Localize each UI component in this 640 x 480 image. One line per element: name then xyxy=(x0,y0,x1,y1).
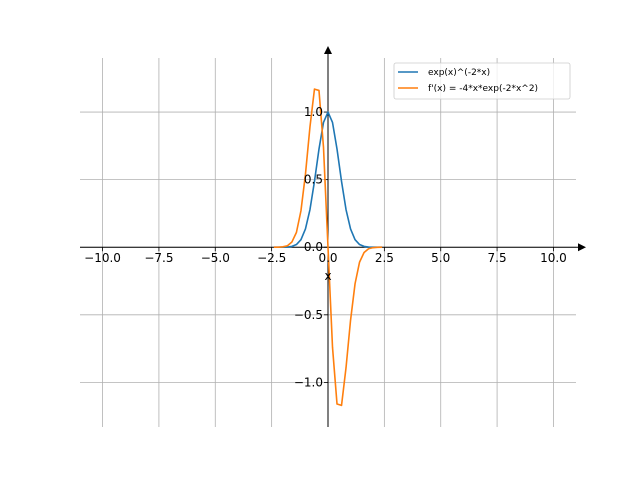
x-tick-label: 7.5 xyxy=(488,251,507,265)
x-tick-label: 2.5 xyxy=(375,251,394,265)
x-axis-arrow xyxy=(578,243,586,252)
series-line xyxy=(273,111,383,249)
legend-label: exp(x)^(-2*x) xyxy=(428,68,490,78)
legend-label: f'(x) = -4*x*exp(-2*x^2) xyxy=(428,84,538,94)
y-axis-arrow xyxy=(324,46,332,54)
x-tick-label: 0.0 xyxy=(318,251,337,265)
y-tick-label: 1.0 xyxy=(304,105,323,119)
x-tick-label: −5.0 xyxy=(201,251,230,265)
x-axis-label: x xyxy=(324,269,331,283)
y-tick-label: 0.0 xyxy=(304,240,323,254)
y-tick-label: −1.0 xyxy=(294,375,323,389)
y-tick-label: 0.5 xyxy=(304,173,323,187)
legend-box xyxy=(393,62,571,100)
y-tick-label: −0.5 xyxy=(294,308,323,322)
series-line xyxy=(273,88,383,407)
x-tick-label: 5.0 xyxy=(431,251,450,265)
x-tick-label: −10.0 xyxy=(84,251,121,265)
x-tick-label: −7.5 xyxy=(144,251,173,265)
x-tick-label: 10.0 xyxy=(540,251,567,265)
data-series xyxy=(273,88,383,407)
tick-labels: −10.0 −7.5 −5.0 −2.5 0.0 2.5 5.0 7.5 10.0 −1.0 −0.… xyxy=(84,105,567,389)
x-tick-label: −2.5 xyxy=(257,251,286,265)
legend: exp(x)^(-2*x) f'(x) = -4*x*exp(-2*x^2) xyxy=(393,62,571,100)
axes xyxy=(80,46,586,427)
